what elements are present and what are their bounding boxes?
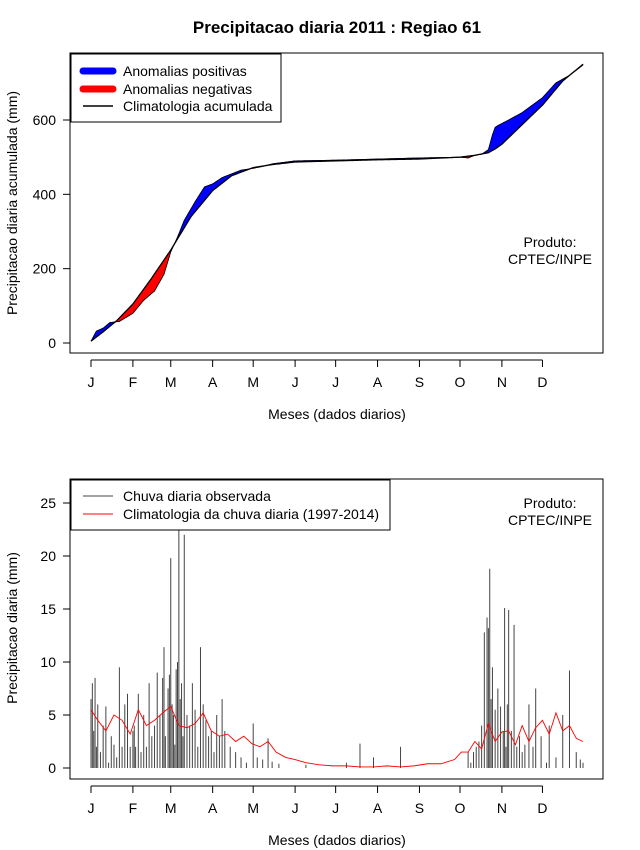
x-tick-label: J xyxy=(332,800,339,816)
y-tick-label: 0 xyxy=(48,760,56,776)
x-tick-label: F xyxy=(129,374,138,390)
x-tick-label: M xyxy=(165,374,177,390)
product-label: Produto: xyxy=(524,234,577,250)
x-tick-label: J xyxy=(292,800,299,816)
x-tick-label: M xyxy=(247,800,259,816)
y-tick-label: 25 xyxy=(40,495,56,511)
daily-legend: Chuva diaria observada Climatologia da c… xyxy=(70,479,391,531)
x-tick-label: A xyxy=(373,800,383,816)
x-tick-label: D xyxy=(537,800,547,816)
cumulative-panel: 0 200 400 600 J F M A M J J A S O N D Precipitacao dia… xyxy=(4,52,604,422)
x-tick-label: N xyxy=(497,374,507,390)
y-tick-label: 0 xyxy=(48,335,56,351)
legend-label-observed-rain: Chuva diaria observada xyxy=(123,488,271,504)
climatology-rain-line xyxy=(90,705,584,768)
y-tick-label: 400 xyxy=(33,186,57,202)
x-tick-label: D xyxy=(537,374,547,390)
daily-panel: 0 5 10 15 20 25 J F M A M J J A S O N D Precipitacao dia… xyxy=(4,478,604,848)
x-tick-label: S xyxy=(415,374,424,390)
product-label: Produto: xyxy=(524,495,577,511)
daily-legend-box xyxy=(70,479,391,531)
x-tick-label: M xyxy=(247,374,259,390)
daily-ylabel: Precipitacao diaria (mm) xyxy=(4,552,20,704)
x-tick-label: J xyxy=(88,374,95,390)
y-tick-label: 20 xyxy=(40,548,56,564)
legend-label-climatology-rain: Climatologia da chuva diaria (1997-2014) xyxy=(123,506,379,522)
x-tick-label: J xyxy=(88,800,95,816)
y-tick-label: 5 xyxy=(48,707,56,723)
x-tick-label: A xyxy=(208,800,218,816)
cumulative-ylabel: Precipitacao diaria acumulada (mm) xyxy=(4,91,20,315)
climatology-cumulative-line xyxy=(90,63,584,342)
x-tick-label: M xyxy=(165,800,177,816)
x-tick-label: O xyxy=(455,800,466,816)
x-tick-label: A xyxy=(373,374,383,390)
legend-label-negative: Anomalias negativas xyxy=(123,81,252,97)
x-tick-label: J xyxy=(332,374,339,390)
x-tick-label: J xyxy=(292,374,299,390)
x-tick-label: N xyxy=(497,800,507,816)
x-tick-label: F xyxy=(129,800,138,816)
cumulative-xlabel: Meses (dados diarios) xyxy=(268,406,406,422)
y-tick-label: 10 xyxy=(40,654,56,670)
x-tick-label: A xyxy=(208,374,218,390)
y-tick-label: 200 xyxy=(33,261,57,277)
x-tick-label: O xyxy=(455,374,466,390)
y-tick-label: 15 xyxy=(40,601,56,617)
daily-xlabel: Meses (dados diarios) xyxy=(268,832,406,848)
legend-label-positive: Anomalias positivas xyxy=(123,63,247,79)
x-tick-label: S xyxy=(415,800,424,816)
legend-label-climatology: Climatologia acumulada xyxy=(123,98,273,114)
product-source: CPTEC/INPE xyxy=(508,251,592,267)
chart-title: Precipitacao diaria 2011 : Regiao 61 xyxy=(193,18,481,37)
y-tick-label: 600 xyxy=(33,112,57,128)
cumulative-legend: Anomalias positivas Anomalias negativas … xyxy=(70,53,282,123)
product-source: CPTEC/INPE xyxy=(508,512,592,528)
